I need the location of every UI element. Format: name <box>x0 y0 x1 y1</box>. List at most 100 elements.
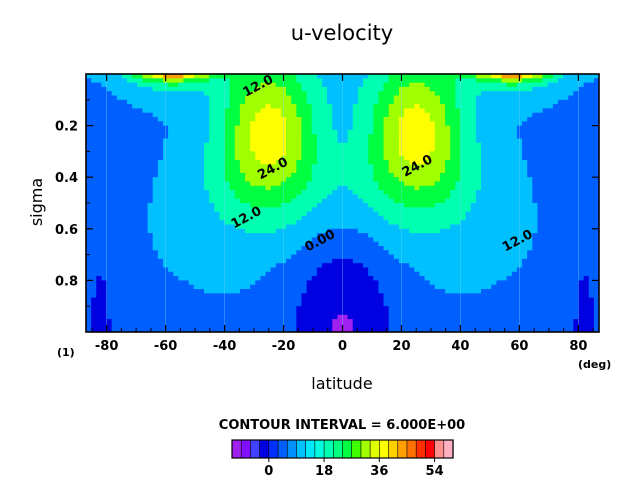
contour-fill-cell <box>373 117 385 122</box>
contour-fill-cell <box>460 117 477 122</box>
colorbar-swatch <box>434 439 445 459</box>
contour-fill-cell <box>532 190 599 195</box>
contour-fill-cell <box>475 117 528 122</box>
contour-fill-cell <box>588 293 599 299</box>
colorbar-swatch <box>314 439 325 459</box>
contour-fill-cell <box>101 276 179 281</box>
contour-fill-cell <box>157 172 205 178</box>
contour-fill-cell <box>419 104 446 109</box>
contour-fill-cell <box>239 117 256 122</box>
contour-fill-cell <box>588 289 599 294</box>
contour-fill-cell <box>152 177 205 183</box>
contour-fill-cell <box>460 121 477 127</box>
contour-fill-cell <box>373 108 390 114</box>
y-tick-label: 0.4 <box>55 171 78 186</box>
chart-title: u-velocity <box>291 21 393 45</box>
contour-fill-cell <box>455 99 477 105</box>
contour-fill-cell <box>573 323 595 329</box>
contour-fill-cell <box>86 293 97 299</box>
contour-fill-cell <box>157 160 205 165</box>
contour-fill-cell <box>522 74 533 79</box>
contour-fill-cell <box>352 319 390 324</box>
contour-fill-cell <box>445 117 462 122</box>
contour-fill-cell <box>250 181 282 187</box>
contour-fill-cell <box>203 142 226 148</box>
contour-fill-cell <box>255 280 308 286</box>
contour-fill-cell <box>193 284 251 290</box>
contour-fill-cell <box>280 181 308 187</box>
contour-fill-cell <box>183 78 210 84</box>
colorbar-swatch <box>425 439 436 459</box>
contour-fill-cell <box>86 301 92 307</box>
contour-fill-cell <box>460 160 482 165</box>
contour-fill-cell <box>311 121 333 127</box>
contour-fill-cell <box>470 203 539 208</box>
contour-fill-cell <box>86 276 97 281</box>
contour-fill-cell <box>229 104 241 109</box>
contour-fill-cell <box>147 207 215 213</box>
contour-fill-cell <box>481 91 574 97</box>
contour-fill-cell <box>91 327 113 332</box>
contour-fill-cell <box>229 181 251 187</box>
contour-fill-cell <box>542 108 599 114</box>
colorbar-swatch <box>268 439 279 459</box>
contour-fill-cell <box>224 155 236 161</box>
contour-fill-cell <box>275 82 303 88</box>
contour-fill-cell <box>219 215 303 221</box>
contour-fill-cell <box>455 82 508 88</box>
contour-fill-cell <box>203 147 226 152</box>
contour-fill-cell <box>378 280 431 286</box>
colorbar-swatch <box>388 439 399 459</box>
contour-fill-cell <box>475 108 544 114</box>
colorbar-tick-label: 0 <box>264 464 273 479</box>
contour-fill-cell <box>106 306 297 312</box>
contour-fill-cell <box>460 108 477 114</box>
contour-fill-cell <box>152 86 231 92</box>
contour-fill-cell <box>532 86 580 92</box>
contour-fill-cell <box>383 246 533 251</box>
contour-fill-cell <box>234 151 256 157</box>
contour-fill-cell <box>86 112 154 118</box>
contour-fill-cell <box>275 228 328 234</box>
contour-fill-cell <box>573 91 599 97</box>
contour-fill-cell <box>152 112 210 118</box>
x-tick-label: 60 <box>510 339 528 354</box>
contour-fill-cell <box>547 82 585 88</box>
contour-fill-cell <box>209 190 236 195</box>
contour-fill-cell <box>460 168 482 174</box>
contour-fill-cell <box>557 78 595 84</box>
contour-fill-cell <box>209 74 297 79</box>
contour-fill-cell <box>234 129 251 135</box>
contour-fill-cell <box>475 129 518 135</box>
contour-fill-cell <box>296 78 323 84</box>
contour-fill-cell <box>316 138 338 144</box>
contour-fill-cell <box>86 271 174 277</box>
contour-fill-cell <box>234 224 287 230</box>
contour-fill-cell <box>352 190 385 195</box>
contour-fill-cell <box>527 117 599 122</box>
contour-fill-cell <box>291 254 395 260</box>
contour-fill-cell <box>86 297 92 303</box>
contour-fill-cell <box>383 121 400 127</box>
contour-fill-cell <box>352 121 374 127</box>
contour-fill-cell <box>311 108 333 114</box>
contour-fill-cell <box>224 125 236 131</box>
contour-fill-cell <box>481 289 580 294</box>
contour-fill-cell <box>250 134 287 140</box>
contour-fill-cell <box>475 194 533 200</box>
contour-fill-cell <box>429 112 446 118</box>
contour-fill-cell <box>245 172 292 178</box>
contour-fill-cell <box>91 314 108 320</box>
contour-fill-cell <box>455 185 482 191</box>
contour-fill-cell <box>460 129 477 135</box>
contour-fill-cell <box>419 271 513 277</box>
contour-fill-cell <box>434 129 451 135</box>
contour-fill-cell <box>168 129 210 135</box>
contour-fill-cell <box>470 207 539 213</box>
colorbar-swatch <box>342 439 353 459</box>
contour-fill-cell <box>542 74 554 79</box>
contour-fill-cell <box>373 237 533 243</box>
contour-fill-cell <box>86 181 154 187</box>
contour-fill-cell <box>224 168 241 174</box>
contour-fill-cell <box>460 220 539 226</box>
